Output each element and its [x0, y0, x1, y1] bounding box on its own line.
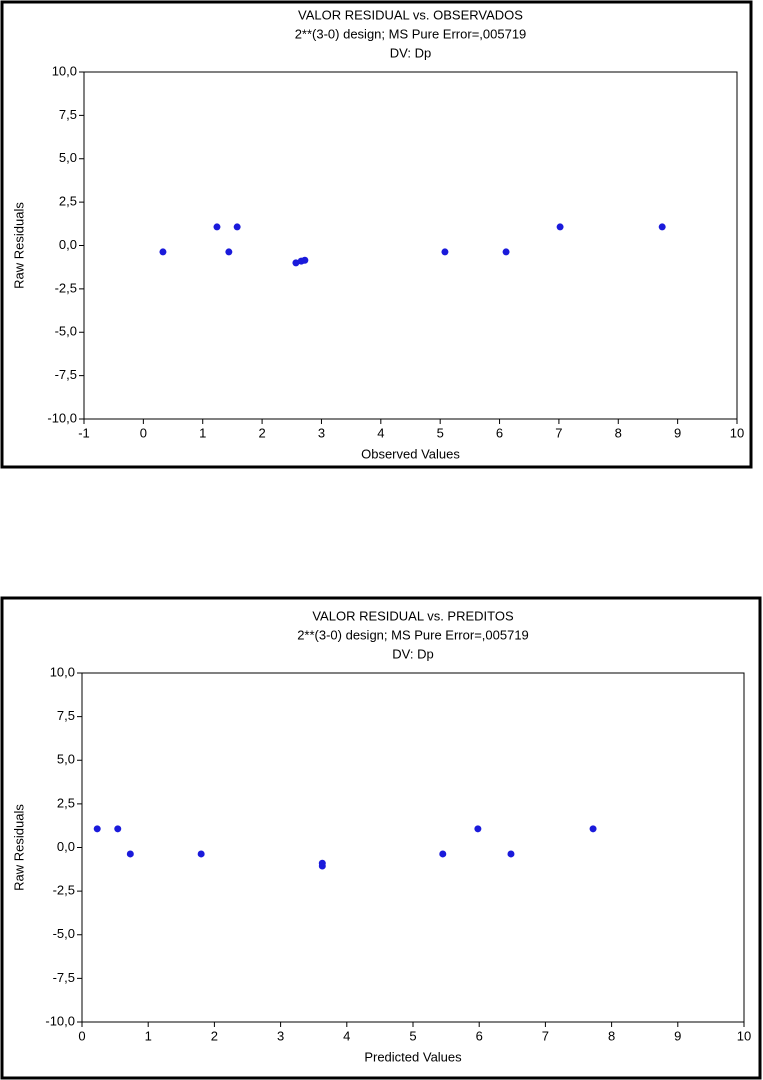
x-tick-label: 6 [496, 425, 503, 440]
data-point [658, 223, 666, 231]
y-tick-label: 7,5 [59, 107, 77, 122]
x-tick-label: 7 [542, 1028, 549, 1043]
x-tick-label: 1 [199, 425, 206, 440]
x-tick-label: 2 [258, 425, 265, 440]
y-tick-label: 7,5 [57, 708, 75, 723]
chart-subtitle: 2**(3-0) design; MS Pure Error=,005719 [297, 627, 529, 642]
y-tick-label: -5,0 [53, 926, 75, 941]
y-tick-label: 0,0 [57, 839, 75, 854]
x-tick-label: 10 [730, 425, 744, 440]
data-point [556, 223, 564, 231]
chart-frame [0, 596, 762, 1080]
y-tick-label: 5,0 [59, 150, 77, 165]
data-point [225, 248, 233, 256]
y-tick-label: -2,5 [53, 883, 75, 898]
data-point [441, 248, 449, 256]
x-tick-label: 6 [476, 1028, 483, 1043]
x-tick-label: 0 [140, 425, 147, 440]
x-tick-label: 9 [674, 425, 681, 440]
x-tick-label: 5 [409, 1028, 416, 1043]
x-tick-label: 8 [615, 425, 622, 440]
chart-subtitle: 2**(3-0) design; MS Pure Error=,005719 [295, 26, 527, 41]
y-tick-label: 2,5 [59, 194, 77, 209]
y-tick-label: -5,0 [55, 324, 77, 339]
chart-title: VALOR RESIDUAL vs. PREDITOS [312, 608, 514, 623]
data-point [213, 223, 221, 231]
x-tick-label: 3 [318, 425, 325, 440]
x-tick-label: 8 [608, 1028, 615, 1043]
x-tick-label: 9 [674, 1028, 681, 1043]
chart-subtitle: DV: Dp [390, 45, 431, 60]
chart-frame [0, 0, 753, 469]
y-axis-label: Raw Residuals [11, 804, 26, 891]
data-point [126, 850, 134, 858]
x-tick-label: 4 [343, 1028, 350, 1043]
data-point [197, 850, 205, 858]
y-tick-label: 2,5 [57, 795, 75, 810]
data-point [507, 850, 515, 858]
x-tick-label: 10 [737, 1028, 751, 1043]
x-tick-label: 1 [145, 1028, 152, 1043]
y-tick-label: 5,0 [57, 752, 75, 767]
data-point [233, 223, 241, 231]
x-tick-label: -1 [78, 425, 90, 440]
x-tick-label: 5 [437, 425, 444, 440]
y-axis-label: Raw Residuals [11, 202, 26, 289]
data-point [292, 259, 300, 267]
y-tick-label: 10,0 [52, 63, 77, 78]
data-point [502, 248, 510, 256]
x-axis-label: Observed Values [361, 446, 460, 461]
plot-area [81, 672, 745, 1023]
y-tick-label: -10,0 [45, 1013, 75, 1028]
chart: VALOR RESIDUAL vs. PREDITOS 2**(3-0) desi… [0, 596, 762, 1080]
chart-title: VALOR RESIDUAL vs. OBSERVADOS [298, 7, 523, 22]
data-point [318, 859, 326, 867]
y-tick-label: -2,5 [55, 280, 77, 295]
y-tick-label: -10,0 [47, 410, 77, 425]
data-point [159, 248, 167, 256]
data-point [439, 850, 447, 858]
chart: VALOR RESIDUAL vs. OBSERVADOS 2**(3-0) de… [0, 0, 753, 469]
y-tick-label: -7,5 [53, 970, 75, 985]
x-tick-label: 4 [377, 425, 384, 440]
y-tick-label: 0,0 [59, 237, 77, 252]
data-point [301, 256, 309, 264]
data-point [114, 825, 122, 833]
x-tick-label: 2 [211, 1028, 218, 1043]
data-point [474, 825, 482, 833]
chart-subtitle: DV: Dp [392, 646, 433, 661]
y-tick-label: -7,5 [55, 367, 77, 382]
y-tick-label: 10,0 [50, 664, 75, 679]
x-tick-label: 0 [78, 1028, 85, 1043]
data-point [589, 825, 597, 833]
x-axis-label: Predicted Values [364, 1049, 462, 1064]
plot-area [83, 71, 738, 420]
x-tick-label: 3 [277, 1028, 284, 1043]
data-point [93, 825, 101, 833]
x-tick-label: 7 [555, 425, 562, 440]
